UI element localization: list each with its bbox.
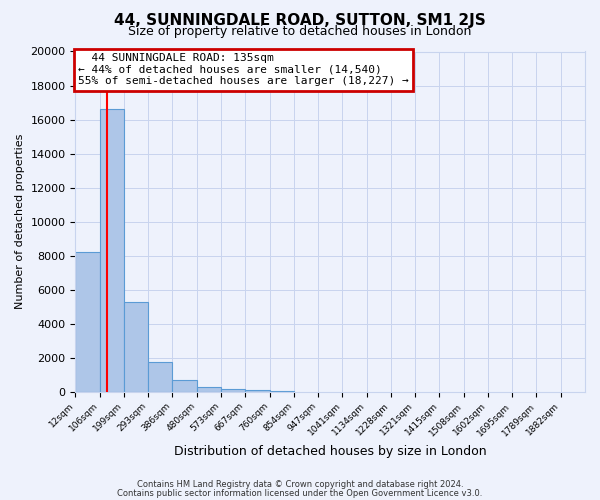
Bar [197, 386, 221, 392]
Text: Size of property relative to detached houses in London: Size of property relative to detached ho… [128, 25, 472, 38]
Bar [148, 362, 172, 392]
Bar [172, 380, 197, 392]
Bar [76, 252, 100, 392]
X-axis label: Distribution of detached houses by size in London: Distribution of detached houses by size … [174, 444, 487, 458]
Text: Contains HM Land Registry data © Crown copyright and database right 2024.: Contains HM Land Registry data © Crown c… [137, 480, 463, 489]
Bar [269, 391, 294, 392]
Bar [100, 110, 124, 392]
Bar [221, 389, 245, 392]
Bar [245, 390, 269, 392]
Text: 44 SUNNINGDALE ROAD: 135sqm
← 44% of detached houses are smaller (14,540)
55% of: 44 SUNNINGDALE ROAD: 135sqm ← 44% of det… [78, 53, 409, 86]
Text: Contains public sector information licensed under the Open Government Licence v3: Contains public sector information licen… [118, 488, 482, 498]
Text: 44, SUNNINGDALE ROAD, SUTTON, SM1 2JS: 44, SUNNINGDALE ROAD, SUTTON, SM1 2JS [114, 12, 486, 28]
Bar [124, 302, 148, 392]
Y-axis label: Number of detached properties: Number of detached properties [15, 134, 25, 310]
